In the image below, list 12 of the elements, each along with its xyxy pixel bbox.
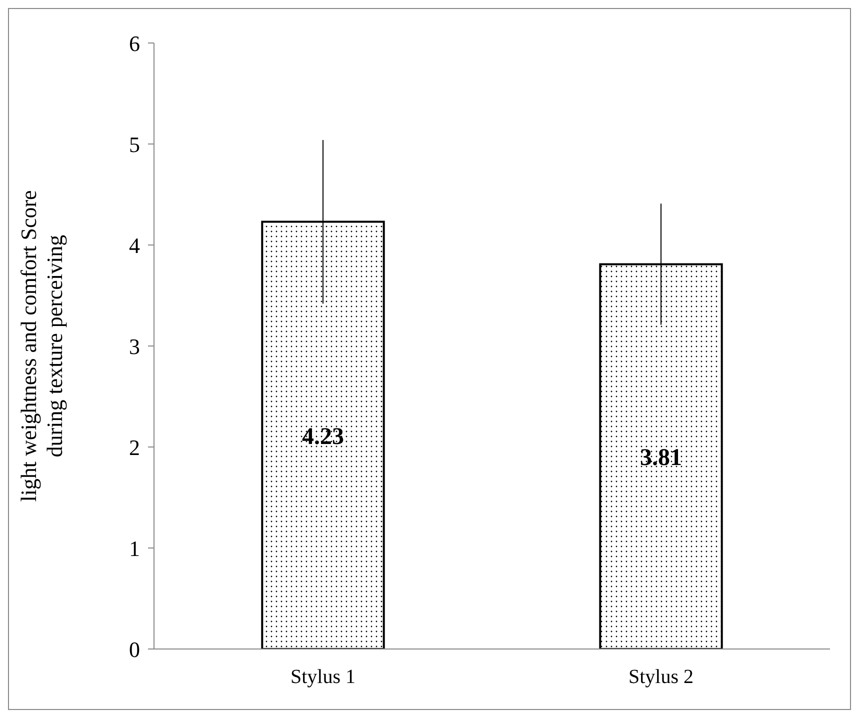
data-label: 3.81 [640, 445, 682, 472]
x-tick-label: Stylus 2 [628, 666, 694, 688]
y-axis-title: light weightness and comfort Score during texture perceiving [16, 190, 67, 502]
y-tick-label: 1 [129, 536, 140, 561]
data-label: 4.23 [302, 424, 344, 450]
y-tick-label: 4 [129, 232, 140, 258]
y-tick-label: 6 [129, 30, 140, 56]
y-tick-label: 3 [129, 334, 140, 359]
x-tick-label: Stylus 1 [290, 666, 356, 688]
y-tick-label: 0 [129, 636, 140, 662]
y-tick-label: 5 [129, 132, 140, 157]
y-tick-label: 2 [129, 434, 140, 460]
